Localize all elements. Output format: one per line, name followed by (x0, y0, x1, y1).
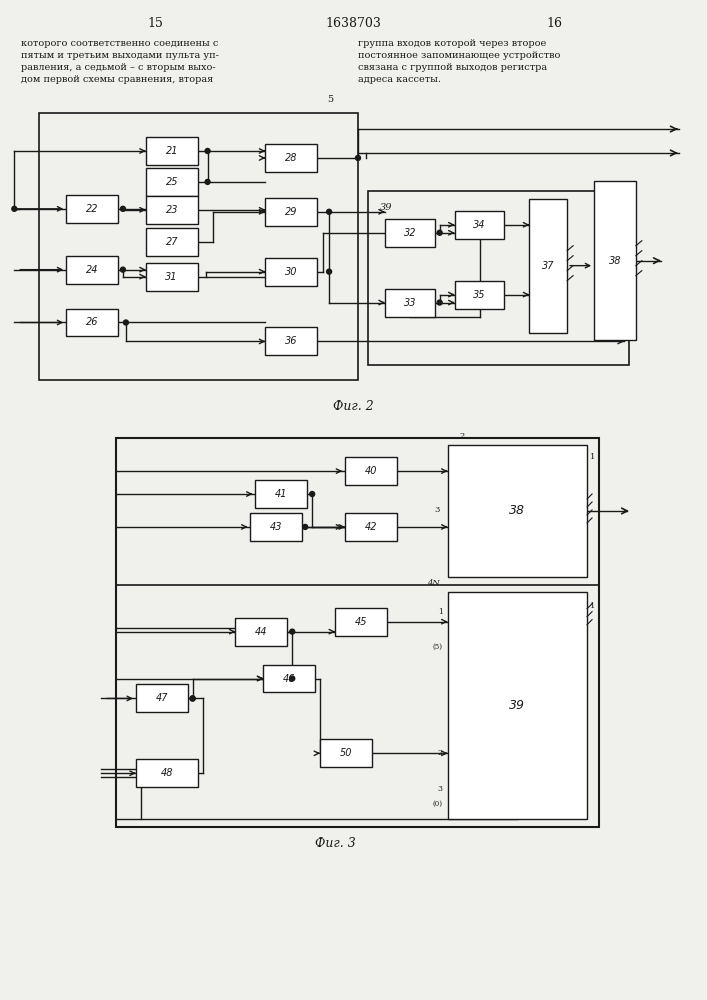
Text: 1: 1 (438, 608, 443, 616)
Circle shape (120, 267, 125, 272)
Text: 38: 38 (509, 504, 525, 517)
Circle shape (290, 676, 295, 681)
Bar (345, 513, 397, 541)
Text: 1: 1 (590, 453, 595, 461)
Circle shape (190, 696, 195, 701)
Bar (335, 608, 387, 636)
Circle shape (124, 320, 129, 325)
Text: 5: 5 (327, 95, 333, 104)
Bar (136, 759, 198, 787)
Text: 4N: 4N (427, 579, 440, 587)
Text: 48: 48 (160, 768, 173, 778)
Text: 29: 29 (285, 207, 298, 217)
Text: 35: 35 (473, 290, 486, 300)
Text: 32: 32 (404, 228, 416, 238)
Text: (5): (5) (433, 643, 443, 651)
Bar (116, 438, 599, 827)
Bar (265, 327, 317, 355)
Bar (345, 457, 397, 485)
Bar (265, 258, 317, 286)
Text: 46: 46 (283, 674, 296, 684)
Bar (66, 256, 118, 284)
Text: 24: 24 (86, 265, 98, 275)
Bar (255, 480, 307, 508)
Text: 47: 47 (156, 693, 168, 703)
Circle shape (120, 206, 125, 211)
Text: группа входов которой через второе
постоянное запоминающее устройство
связана с : группа входов которой через второе посто… (358, 39, 561, 84)
Text: (0): (0) (433, 800, 443, 808)
Bar (235, 618, 287, 646)
Bar (146, 196, 198, 224)
Text: 26: 26 (86, 317, 98, 327)
Text: 3: 3 (434, 506, 440, 514)
Text: 43: 43 (270, 522, 283, 532)
Text: 44: 44 (255, 627, 268, 637)
Text: 41: 41 (275, 489, 288, 499)
Bar (448, 592, 587, 819)
Text: 38: 38 (609, 256, 621, 266)
Bar (146, 263, 198, 291)
Bar (265, 198, 317, 226)
Text: 39: 39 (380, 203, 392, 212)
Text: 37: 37 (542, 261, 554, 271)
Text: которого соответственно соединены с
пятым и третьим выходами пульта уп-
равления: которого соответственно соединены с пяты… (21, 39, 219, 84)
Text: 34: 34 (473, 220, 486, 230)
Circle shape (12, 206, 17, 211)
Bar (146, 168, 198, 196)
Bar (146, 228, 198, 256)
Circle shape (205, 179, 210, 184)
Text: Фиг. 3: Фиг. 3 (315, 837, 356, 850)
Bar (385, 219, 435, 247)
Text: 21: 21 (165, 146, 178, 156)
Bar (263, 665, 315, 692)
Circle shape (290, 629, 295, 634)
Bar (455, 281, 504, 309)
Text: 39: 39 (509, 699, 525, 712)
Bar (66, 195, 118, 223)
Bar (250, 513, 302, 541)
Text: 45: 45 (355, 617, 367, 627)
Bar (146, 137, 198, 165)
Circle shape (437, 300, 442, 305)
Text: 31: 31 (165, 272, 178, 282)
Bar (66, 309, 118, 336)
Circle shape (327, 209, 332, 214)
Text: 1: 1 (590, 602, 595, 610)
Bar (448, 445, 587, 577)
Bar (320, 739, 372, 767)
Circle shape (437, 230, 442, 235)
Text: 22: 22 (86, 204, 98, 214)
Circle shape (327, 269, 332, 274)
Text: Фиг. 2: Фиг. 2 (332, 400, 373, 413)
Text: 2: 2 (460, 432, 464, 440)
Bar (265, 144, 317, 172)
Text: 50: 50 (340, 748, 352, 758)
Bar (455, 211, 504, 239)
Bar (385, 289, 435, 317)
Text: 16: 16 (547, 17, 562, 30)
Text: 42: 42 (365, 522, 377, 532)
Circle shape (310, 492, 315, 497)
Text: 1638703: 1638703 (325, 17, 381, 30)
Text: 15: 15 (148, 17, 164, 30)
Text: 25: 25 (165, 177, 178, 187)
Bar (594, 181, 636, 340)
Text: 30: 30 (285, 267, 298, 277)
Circle shape (205, 148, 210, 153)
Bar (368, 191, 629, 365)
Circle shape (190, 696, 195, 701)
Text: 40: 40 (365, 466, 377, 476)
Text: 33: 33 (404, 298, 416, 308)
Text: 3: 3 (438, 785, 443, 793)
Circle shape (356, 155, 361, 160)
Circle shape (303, 524, 308, 529)
Bar (530, 199, 567, 333)
Text: 23: 23 (165, 205, 178, 215)
Text: 36: 36 (285, 336, 298, 346)
Bar (136, 684, 187, 712)
Bar (40, 113, 358, 380)
Text: 28: 28 (285, 153, 298, 163)
Text: 2: 2 (438, 749, 443, 757)
Text: 27: 27 (165, 237, 178, 247)
